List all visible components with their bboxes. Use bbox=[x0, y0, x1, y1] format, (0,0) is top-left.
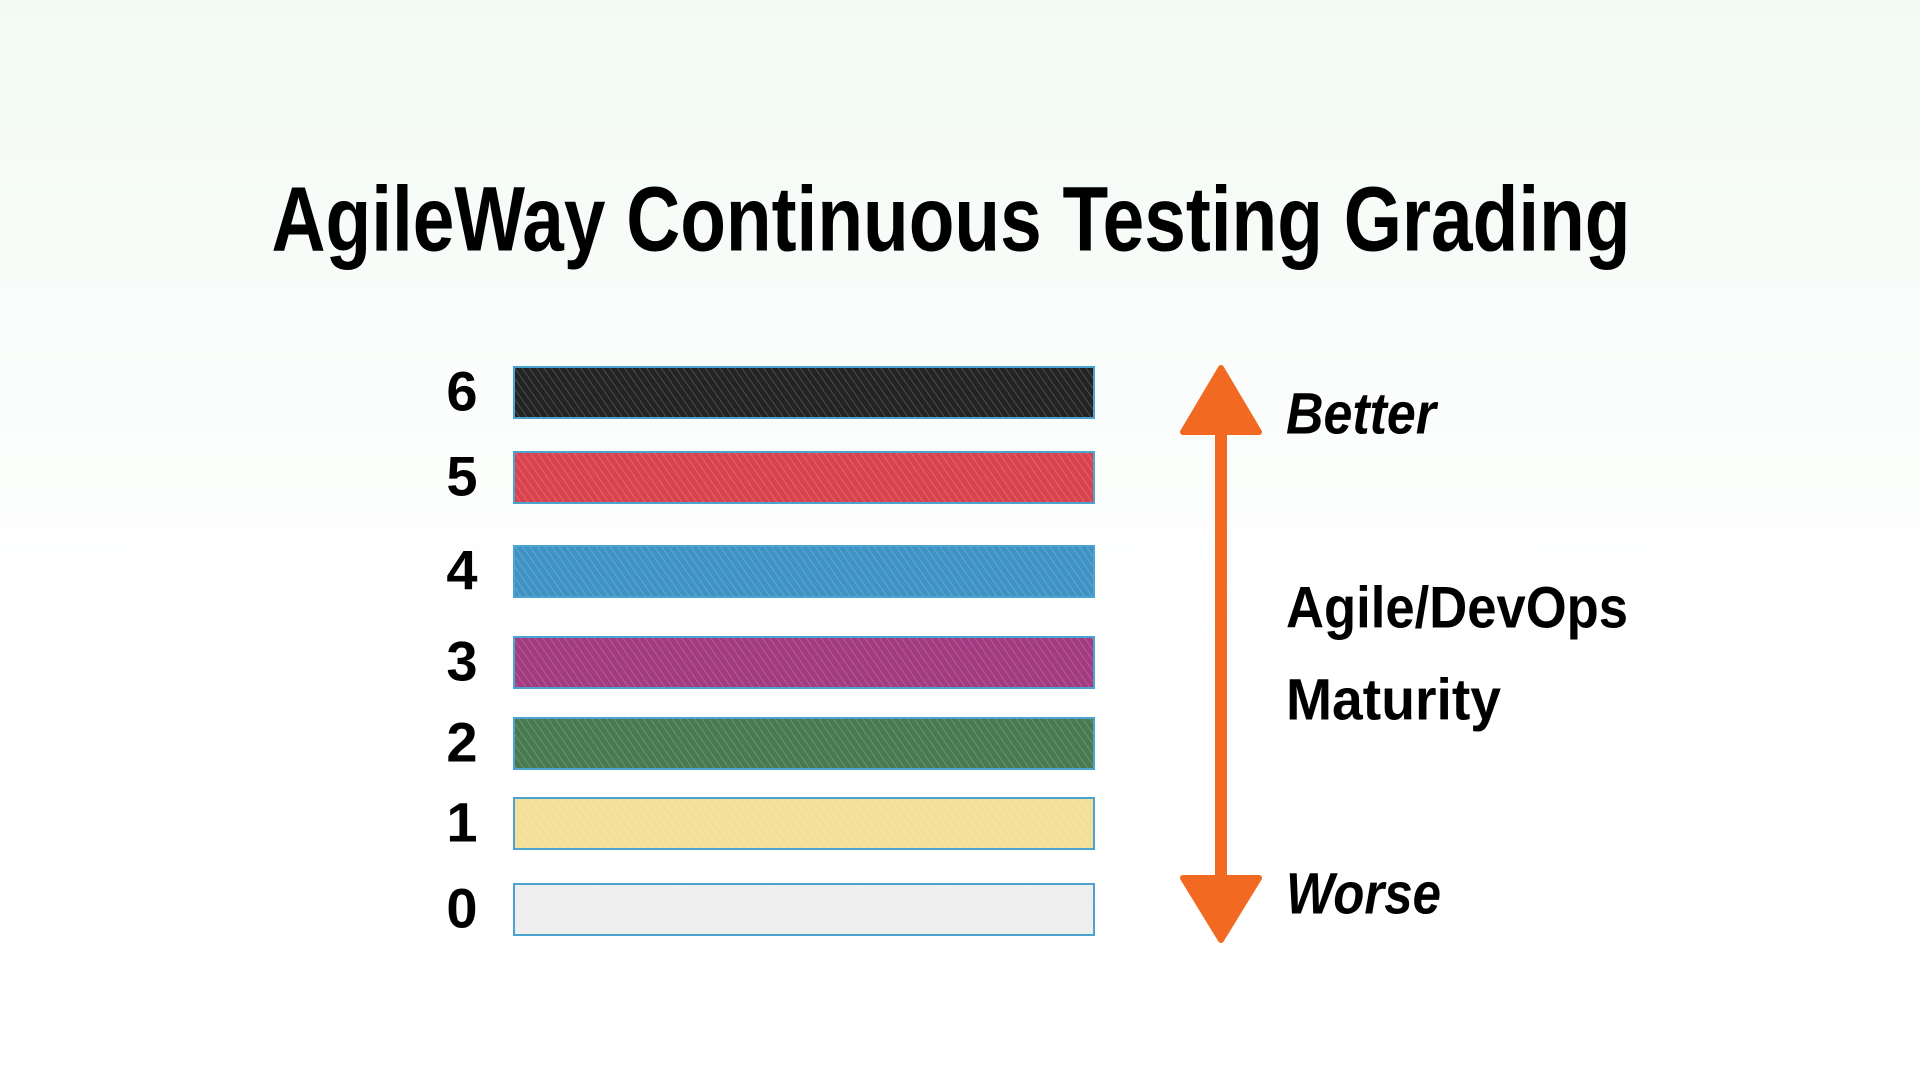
level-label: 6 bbox=[446, 359, 477, 422]
levels: 6 5 4 3 2 1 0 bbox=[446, 359, 1095, 939]
level-label: 3 bbox=[446, 629, 477, 692]
arrow-head-down bbox=[1180, 875, 1262, 943]
level-hatch bbox=[515, 799, 1093, 848]
level-hatch bbox=[515, 547, 1093, 596]
worse-label: Worse bbox=[1286, 861, 1441, 926]
level-label: 2 bbox=[446, 710, 477, 773]
level-hatch bbox=[515, 719, 1093, 768]
level-hatch bbox=[515, 453, 1093, 502]
better-label: Better bbox=[1286, 381, 1439, 446]
level-hatch bbox=[515, 368, 1093, 417]
maturity-label: Maturity bbox=[1286, 667, 1501, 732]
maturity-label: Agile/DevOps bbox=[1286, 575, 1628, 640]
title: AgileWay Continuous Testing Grading bbox=[272, 168, 1631, 270]
level-label: 5 bbox=[446, 444, 477, 507]
level-label: 4 bbox=[446, 538, 477, 601]
level-label: 0 bbox=[446, 876, 477, 939]
scale: Better Agile/DevOps Maturity Worse bbox=[1180, 365, 1628, 943]
level-label: 1 bbox=[446, 790, 477, 853]
arrow-head-up bbox=[1180, 365, 1262, 435]
level-hatch bbox=[515, 885, 1093, 934]
level-hatch bbox=[515, 638, 1093, 687]
